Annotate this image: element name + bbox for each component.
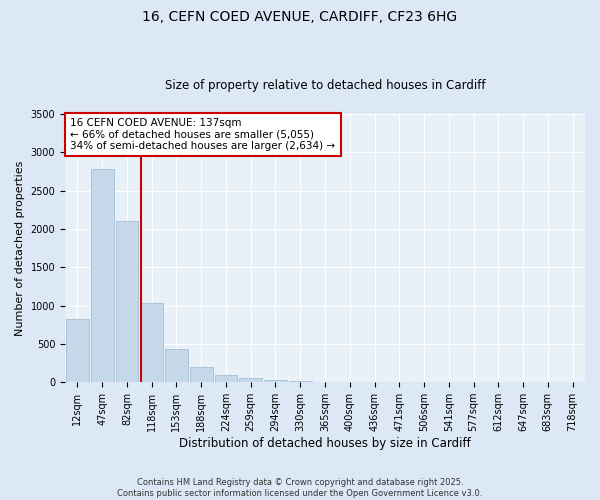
Text: 16 CEFN COED AVENUE: 137sqm
← 66% of detached houses are smaller (5,055)
34% of : 16 CEFN COED AVENUE: 137sqm ← 66% of det… (70, 118, 335, 151)
Bar (264, 380, 287, 382)
Bar (91, 169, 113, 382)
Bar (140, 304, 163, 382)
Title: Size of property relative to detached houses in Cardiff: Size of property relative to detached ho… (165, 79, 485, 92)
Bar (66, 318, 89, 382)
Bar (165, 350, 188, 382)
Text: Contains HM Land Registry data © Crown copyright and database right 2025.
Contai: Contains HM Land Registry data © Crown c… (118, 478, 482, 498)
Bar (215, 374, 238, 382)
Text: 16, CEFN COED AVENUE, CARDIFF, CF23 6HG: 16, CEFN COED AVENUE, CARDIFF, CF23 6HG (142, 10, 458, 24)
Y-axis label: Number of detached properties: Number of detached properties (15, 160, 25, 336)
Bar (239, 378, 262, 382)
Bar (190, 367, 212, 382)
Bar (116, 222, 139, 382)
X-axis label: Distribution of detached houses by size in Cardiff: Distribution of detached houses by size … (179, 437, 471, 450)
